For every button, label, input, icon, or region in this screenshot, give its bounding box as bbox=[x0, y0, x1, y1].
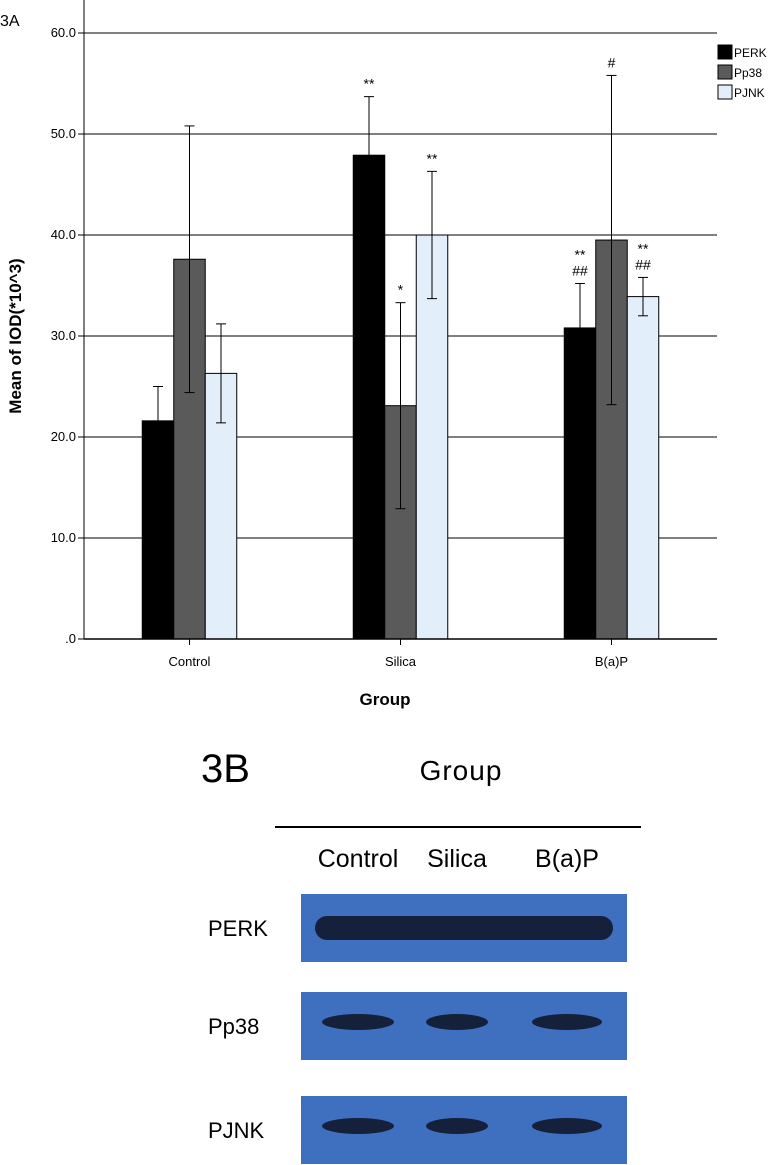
x-axis-label: Group bbox=[360, 690, 411, 709]
blot-row-label: PJNK bbox=[208, 1118, 265, 1143]
y-tick-label: .0 bbox=[65, 631, 76, 646]
blot-band bbox=[315, 916, 613, 940]
legend-label: PERK bbox=[734, 46, 767, 60]
blot-row-label: Pp38 bbox=[208, 1014, 259, 1039]
legend-swatch-perk bbox=[717, 44, 733, 60]
blot-row-perk: PERK bbox=[208, 894, 627, 962]
blot-band bbox=[426, 1118, 488, 1134]
y-tick-label: 60.0 bbox=[51, 25, 76, 40]
blot-row-pp38: Pp38 bbox=[208, 992, 627, 1060]
significance-mark: * bbox=[398, 282, 404, 298]
western-blot: 3B Group Control Silica B(a)P PERK Pp38 PJNK bbox=[201, 747, 641, 1164]
bar-perk bbox=[563, 327, 597, 640]
blot-row-label: PERK bbox=[208, 916, 268, 941]
blot-row-pjnk: PJNK bbox=[208, 1096, 627, 1164]
bar-pjnk bbox=[415, 234, 449, 640]
significance-mark: ** bbox=[638, 240, 649, 256]
blot-lane-label: Control bbox=[318, 845, 399, 873]
legend: PERK Pp38 PJNK bbox=[717, 44, 767, 100]
significance-mark: # bbox=[608, 54, 616, 70]
y-tick-labels: .0 10.0 20.0 30.0 40.0 50.0 60.0 bbox=[51, 25, 76, 646]
significance-mark: ** bbox=[575, 246, 586, 262]
bars bbox=[141, 154, 660, 640]
blot-lane-label: B(a)P bbox=[535, 845, 599, 873]
blot-group-header: Group bbox=[420, 755, 503, 786]
error-bars bbox=[153, 74, 648, 510]
legend-label: Pp38 bbox=[734, 66, 762, 80]
blot-band bbox=[322, 1014, 394, 1030]
significance-mark: ## bbox=[635, 256, 651, 272]
significance-mark: ** bbox=[364, 76, 375, 92]
legend-label: PJNK bbox=[734, 86, 765, 100]
panel-label-3a: 3A bbox=[0, 13, 20, 30]
y-tick-label: 30.0 bbox=[51, 328, 76, 343]
y-axis-label: Mean of IOD(*10^3) bbox=[6, 258, 25, 413]
significance-mark: ** bbox=[427, 150, 438, 166]
legend-swatch-pp38 bbox=[717, 64, 733, 80]
significance-annotations: *******###**## bbox=[364, 54, 651, 297]
blot-rows: PERK Pp38 PJNK bbox=[208, 894, 627, 1164]
x-tick-labels: Control Silica B(a)P bbox=[169, 639, 628, 669]
x-tick-label: Silica bbox=[385, 654, 417, 669]
y-tick-label: 40.0 bbox=[51, 227, 76, 242]
y-tick-label: 50.0 bbox=[51, 126, 76, 141]
legend-swatch-pjnk bbox=[717, 84, 733, 100]
y-tick-label: 10.0 bbox=[51, 530, 76, 545]
bar-chart: *******###**## .010.020.030.040.050.060.… bbox=[0, 0, 767, 709]
blot-lane-label: Silica bbox=[427, 845, 487, 873]
blot-band bbox=[532, 1014, 602, 1030]
blot-band bbox=[532, 1118, 602, 1134]
y-tick-label: 20.0 bbox=[51, 429, 76, 444]
bar-perk bbox=[352, 154, 386, 640]
x-tick-label: Control bbox=[169, 654, 211, 669]
panel-label-3b: 3B bbox=[201, 747, 250, 791]
bar-pjnk bbox=[626, 296, 660, 640]
significance-mark: ## bbox=[572, 262, 588, 278]
blot-lane-labels: Control Silica B(a)P bbox=[318, 845, 599, 873]
blot-band bbox=[426, 1014, 488, 1030]
blot-band bbox=[322, 1118, 394, 1134]
x-tick-label: B(a)P bbox=[595, 654, 628, 669]
